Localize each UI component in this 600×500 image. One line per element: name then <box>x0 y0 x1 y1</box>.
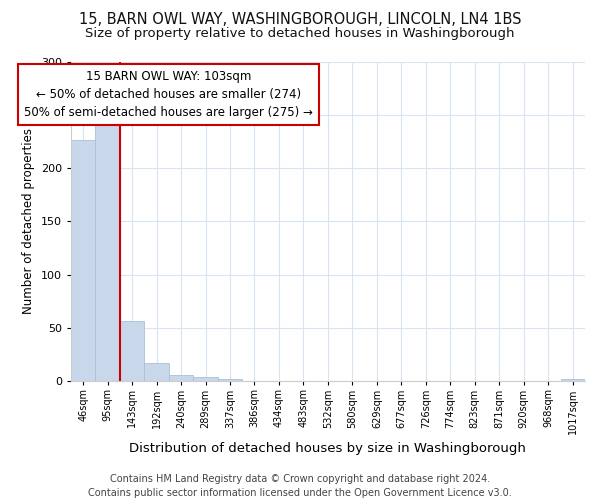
Text: Size of property relative to detached houses in Washingborough: Size of property relative to detached ho… <box>85 28 515 40</box>
Bar <box>560 379 585 382</box>
Bar <box>120 320 145 382</box>
Y-axis label: Number of detached properties: Number of detached properties <box>22 128 35 314</box>
Bar <box>193 377 218 382</box>
Bar <box>145 363 169 382</box>
X-axis label: Distribution of detached houses by size in Washingborough: Distribution of detached houses by size … <box>130 442 526 455</box>
Bar <box>169 375 193 382</box>
Bar <box>95 126 120 382</box>
Bar <box>218 379 242 382</box>
Text: Contains HM Land Registry data © Crown copyright and database right 2024.
Contai: Contains HM Land Registry data © Crown c… <box>88 474 512 498</box>
Bar <box>71 140 95 382</box>
Text: 15, BARN OWL WAY, WASHINGBOROUGH, LINCOLN, LN4 1BS: 15, BARN OWL WAY, WASHINGBOROUGH, LINCOL… <box>79 12 521 28</box>
Text: 15 BARN OWL WAY: 103sqm
← 50% of detached houses are smaller (274)
50% of semi-d: 15 BARN OWL WAY: 103sqm ← 50% of detache… <box>25 70 313 119</box>
